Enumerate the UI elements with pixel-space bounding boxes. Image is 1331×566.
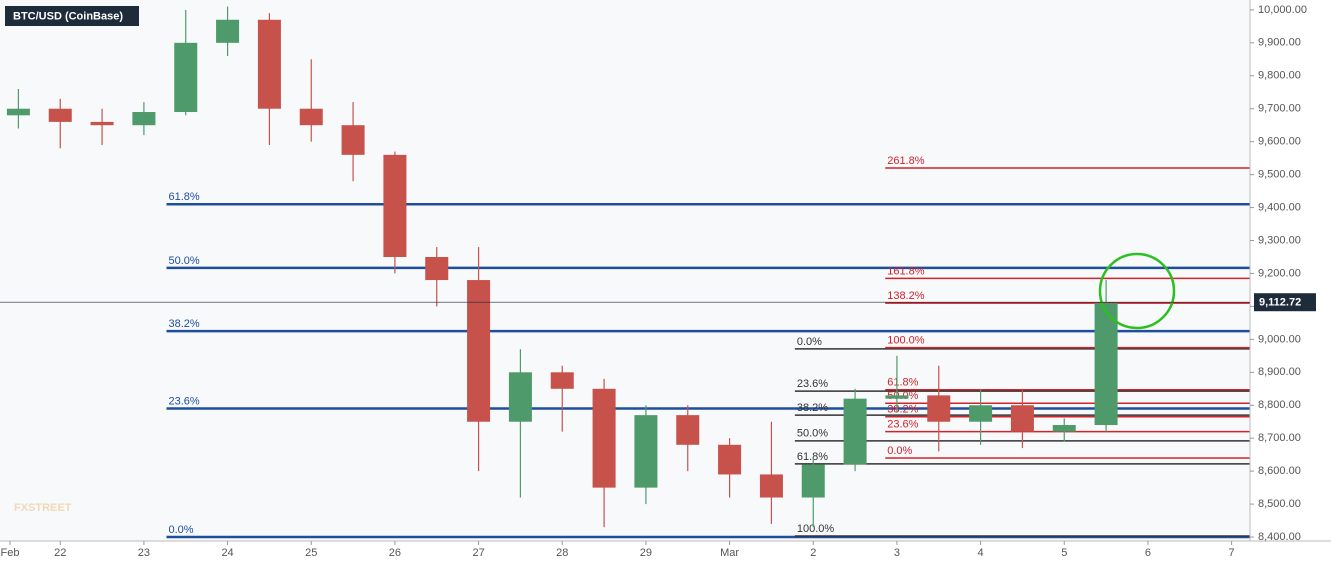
candle-body	[90, 121, 114, 126]
y-tick-label: 9,900.00	[1258, 37, 1301, 49]
candle-body	[216, 19, 240, 43]
candle-body	[843, 398, 867, 465]
candle-body	[634, 415, 658, 488]
last-price-box	[1254, 293, 1316, 312]
candle-body	[299, 108, 323, 126]
y-tick-label: 9,700.00	[1258, 103, 1301, 115]
x-tick-label: 27	[472, 547, 484, 559]
fib-label: 0.0%	[887, 445, 912, 457]
candle-body	[48, 108, 72, 122]
candle-body	[801, 464, 825, 498]
y-tick-label: 8,900.00	[1258, 366, 1301, 378]
fib-label: 100.0%	[887, 335, 925, 347]
candle-body	[508, 372, 532, 422]
x-tick-label: 22	[54, 547, 66, 559]
fib-label: 61.8%	[168, 191, 199, 203]
candle-body	[425, 256, 449, 281]
watermark: FXSTREET	[14, 502, 72, 514]
x-tick-label: Mar	[720, 547, 739, 559]
candle-body	[6, 108, 30, 116]
y-tick-label: 9,000.00	[1258, 333, 1301, 345]
y-tick-label: 9,600.00	[1258, 136, 1301, 148]
candle-body	[341, 125, 365, 155]
candle-body	[676, 415, 700, 445]
x-tick-label: 23	[138, 547, 150, 559]
y-tick-label: 8,700.00	[1258, 432, 1301, 444]
fib-label: 38.2%	[887, 404, 918, 416]
candle-body	[969, 405, 993, 422]
candle-body	[1010, 405, 1034, 432]
y-tick-label: 9,200.00	[1258, 267, 1301, 279]
y-tick-label: 8,600.00	[1258, 465, 1301, 477]
fib-label: 161.8%	[887, 265, 925, 277]
x-tick-label: 7	[1229, 547, 1235, 559]
chart-title: BTC/USD (CoinBase)	[13, 10, 123, 22]
x-tick-label: Feb	[1, 547, 20, 559]
x-tick-label: 2	[810, 547, 816, 559]
candle-body	[1094, 303, 1118, 426]
x-tick-label: 26	[389, 547, 401, 559]
fib-label: 23.6%	[168, 395, 199, 407]
candle-body	[1052, 425, 1076, 432]
candle-body	[132, 112, 156, 126]
fib-label: 138.2%	[887, 290, 925, 302]
candle-body	[592, 388, 616, 488]
y-tick-label: 8,800.00	[1258, 399, 1301, 411]
x-tick-label: 5	[1061, 547, 1067, 559]
last-price-label: 9,112.72	[1259, 297, 1301, 309]
x-tick-label: 24	[221, 547, 233, 559]
fib-label: 0.0%	[168, 524, 193, 536]
y-tick-label: 8,400.00	[1258, 531, 1301, 543]
x-tick-label: 3	[894, 547, 900, 559]
axes: 8,400.00 8,500.00 8,600.00 8,700.00 8,800.00…	[0, 4, 1316, 559]
candle-body	[885, 395, 909, 399]
candle-body	[257, 19, 281, 109]
candle-body	[550, 372, 574, 389]
x-tick-label: 25	[305, 547, 317, 559]
candle-body	[383, 154, 407, 257]
y-tick-label: 9,400.00	[1258, 201, 1301, 213]
fib-label: 61.8%	[887, 377, 918, 389]
candle-body	[927, 395, 951, 422]
fib-levels: 61.8% 50.0% 38.2% 23.6% 0.0% 0.0% 23.6% 38.2% 50…	[166, 155, 1250, 539]
fib-label: 61.8%	[797, 451, 828, 463]
fib-label: 38.2%	[797, 402, 828, 414]
candles	[6, 6, 1118, 528]
candle-body	[174, 42, 198, 113]
y-tick-label: 8,500.00	[1258, 498, 1301, 510]
fib-label: 261.8%	[887, 155, 925, 167]
fib-label: 100.0%	[797, 523, 835, 535]
x-tick-label: 28	[556, 547, 568, 559]
candle-body	[759, 474, 783, 498]
fib-label: 0.0%	[797, 336, 822, 348]
candle-body	[718, 444, 742, 475]
highlight-circle	[1098, 252, 1176, 330]
y-tick-label: 9,500.00	[1258, 169, 1301, 181]
fib-label: 50.0%	[797, 428, 828, 440]
y-tick-label: 10,000.00	[1258, 4, 1307, 16]
x-tick-label: 29	[640, 547, 652, 559]
plot-area	[0, 0, 1250, 541]
fib-label: 50.0%	[168, 255, 199, 267]
y-tick-label: 9,800.00	[1258, 70, 1301, 82]
x-tick-label: 6	[1145, 547, 1151, 559]
candle-body	[467, 280, 491, 422]
fib-label: 23.6%	[797, 378, 828, 390]
fib-label: 23.6%	[887, 419, 918, 431]
x-tick-label: 4	[978, 547, 984, 559]
title-box	[5, 6, 139, 26]
fib-label: 38.2%	[168, 318, 199, 330]
y-tick-label: 9,300.00	[1258, 234, 1301, 246]
